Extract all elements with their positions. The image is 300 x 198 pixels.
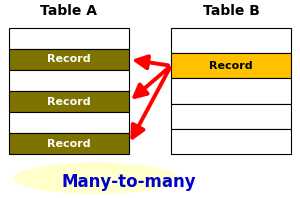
Text: Record: Record (47, 97, 91, 107)
Bar (171, 129, 291, 154)
Text: Many-to-many: Many-to-many (62, 173, 196, 191)
Text: Table A: Table A (40, 4, 98, 18)
Bar (9, 49, 129, 70)
Bar (9, 112, 129, 133)
Bar (9, 133, 129, 154)
Bar (171, 28, 291, 53)
Bar (171, 78, 291, 104)
Bar (9, 28, 129, 49)
Ellipse shape (14, 162, 178, 194)
Text: Record: Record (209, 61, 253, 71)
Text: Record: Record (47, 54, 91, 64)
Text: Table B: Table B (202, 4, 260, 18)
Bar (171, 53, 291, 78)
Bar (171, 104, 291, 129)
Text: Record: Record (47, 139, 91, 149)
Bar (9, 91, 129, 112)
Bar (9, 70, 129, 91)
